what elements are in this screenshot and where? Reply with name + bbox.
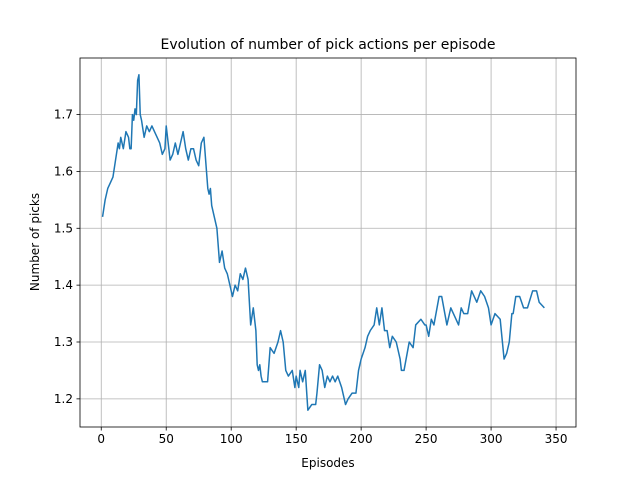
plot-frame: [79, 57, 577, 428]
chart-title: Evolution of number of pick actions per …: [160, 37, 495, 53]
x-tick-label: 300: [480, 432, 503, 446]
y-tick-label: 1.3: [54, 335, 73, 349]
y-tick-label: 1.7: [54, 108, 73, 122]
x-axis-label: Episodes: [301, 456, 354, 470]
x-tick-label: 50: [159, 432, 174, 446]
x-tick-label: 350: [545, 432, 568, 446]
y-axis-label: Number of picks: [28, 193, 42, 291]
x-tick-label: 200: [350, 432, 373, 446]
data-line: [101, 74, 545, 411]
x-tick-label: 150: [285, 432, 308, 446]
x-tick-label: 250: [415, 432, 438, 446]
y-tick-label: 1.5: [54, 221, 73, 235]
x-tick-label: 0: [97, 432, 105, 446]
y-tick-label: 1.2: [54, 392, 73, 406]
y-tick-label: 1.6: [54, 164, 73, 178]
y-tick-label: 1.4: [54, 278, 73, 292]
x-tick-label: 100: [220, 432, 243, 446]
